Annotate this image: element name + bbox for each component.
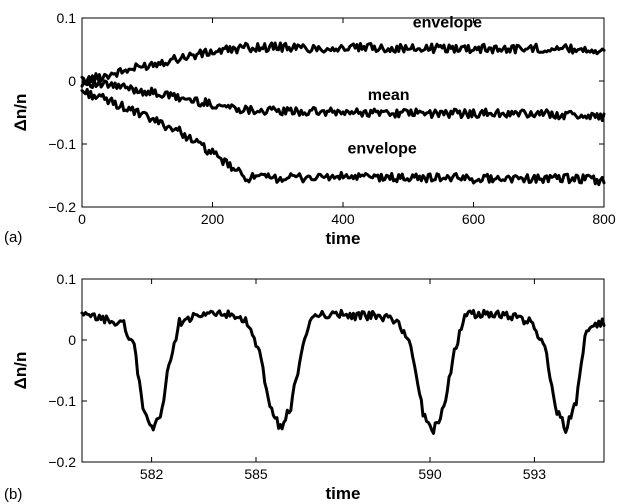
panel-label: (b) <box>4 486 22 503</box>
x-tick-label: 0 <box>78 211 86 227</box>
x-tick-label: 582 <box>140 466 164 482</box>
y-tick-label: −0.1 <box>48 136 76 152</box>
y-tick-label: −0.2 <box>48 199 76 215</box>
x-tick-label: 600 <box>462 211 486 227</box>
y-tick-label: 0 <box>68 73 76 89</box>
y-axis-label: Δn/n <box>11 352 30 390</box>
series-line-2 <box>80 78 606 123</box>
annotation-label: envelope <box>347 140 416 157</box>
x-axis-label: time <box>326 229 361 248</box>
series-line-3 <box>80 87 606 187</box>
plot-frame <box>81 278 605 463</box>
x-axis-label: time <box>326 484 361 503</box>
panel-label: (a) <box>4 229 22 246</box>
annotation-label: mean <box>368 87 410 104</box>
x-tick-label: 400 <box>331 211 355 227</box>
series-line-1 <box>80 308 606 435</box>
x-tick-label: 800 <box>592 211 616 227</box>
y-tick-label: 0 <box>68 332 76 348</box>
x-tick-label: 200 <box>201 211 225 227</box>
y-tick-label: −0.1 <box>48 393 76 409</box>
series-line-1 <box>80 41 606 86</box>
annotation-label: envelope <box>413 14 482 31</box>
x-tick-label: 590 <box>418 466 442 482</box>
y-axis-label: Δn/n <box>11 94 30 132</box>
y-tick-label: 0.1 <box>57 10 77 26</box>
x-tick-label: 585 <box>244 466 268 482</box>
y-tick-label: 0.1 <box>57 271 77 287</box>
x-tick-label: 593 <box>523 466 547 482</box>
y-tick-label: −0.2 <box>48 454 76 470</box>
